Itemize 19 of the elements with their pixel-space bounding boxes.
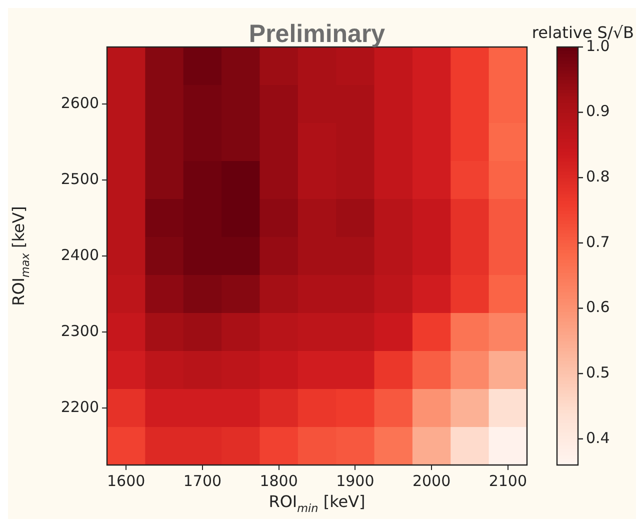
- color-bar-label: 0.5: [586, 363, 610, 382]
- y-tick-label: 2200: [60, 398, 99, 416]
- y-tick-label: 2500: [60, 170, 99, 188]
- y-axis-title: ROImax [keV]: [9, 206, 32, 306]
- y-tick-label: 2300: [60, 322, 99, 340]
- x-tick-label: 2100: [488, 472, 528, 490]
- color-bar-label: 0.6: [586, 298, 610, 316]
- y-tick-label: 2400: [60, 246, 99, 264]
- color-bar-label: 0.7: [586, 232, 610, 251]
- color-bar-label: 0.8: [586, 168, 610, 186]
- x-tick-label: 1800: [260, 472, 298, 490]
- color-bar-label: 0.4: [586, 428, 610, 447]
- color-bar-label: 0.9: [586, 102, 610, 120]
- x-tick-label: 1900: [336, 472, 374, 490]
- y-tick-label: 2600: [60, 94, 99, 112]
- x-tick-label: 1700: [183, 472, 222, 490]
- x-tick-label: 1600: [106, 472, 146, 490]
- chart-title: Preliminary: [248, 20, 386, 48]
- x-tick-label: 2000: [412, 472, 451, 490]
